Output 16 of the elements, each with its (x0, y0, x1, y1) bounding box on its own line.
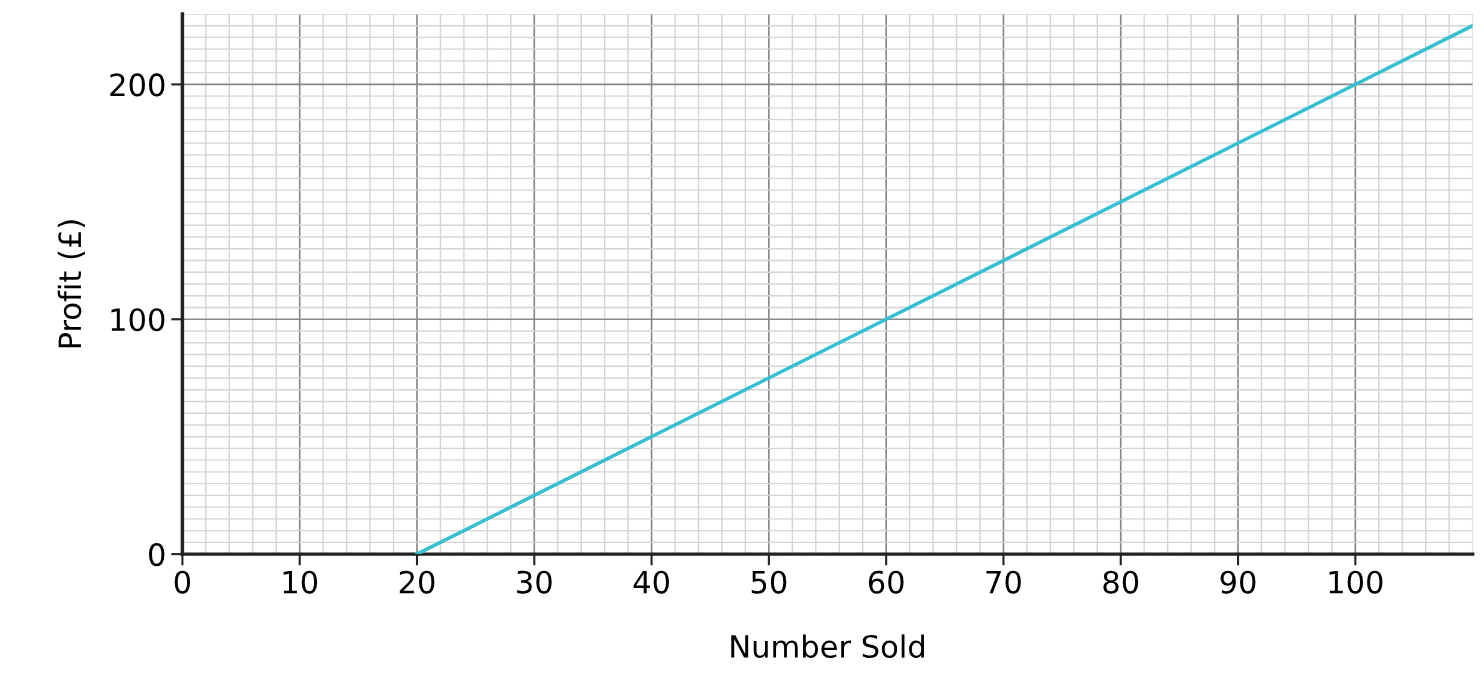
x-tick-label: 0 (174, 570, 191, 594)
x-tick-label: 40 (633, 570, 669, 594)
x-tick-label: 50 (751, 570, 787, 594)
x-tick-label: 90 (1220, 570, 1256, 594)
x-tick-label: 60 (868, 570, 904, 594)
x-axis-title: Number Sold (731, 634, 924, 659)
x-tick-label: 20 (399, 570, 435, 594)
x-tick-label: 10 (283, 570, 318, 594)
y-tick-label: 200 (110, 73, 165, 97)
x-tick-label: 100 (1329, 570, 1383, 594)
x-tick-label: 30 (517, 570, 552, 594)
x-tick-label: 70 (986, 570, 1021, 594)
y-axis-title: Profit (£) (57, 220, 85, 348)
y-tick-label: 0 (149, 543, 165, 567)
y-tick-label: 100 (111, 308, 165, 332)
x-tick-label: 80 (1103, 570, 1139, 594)
